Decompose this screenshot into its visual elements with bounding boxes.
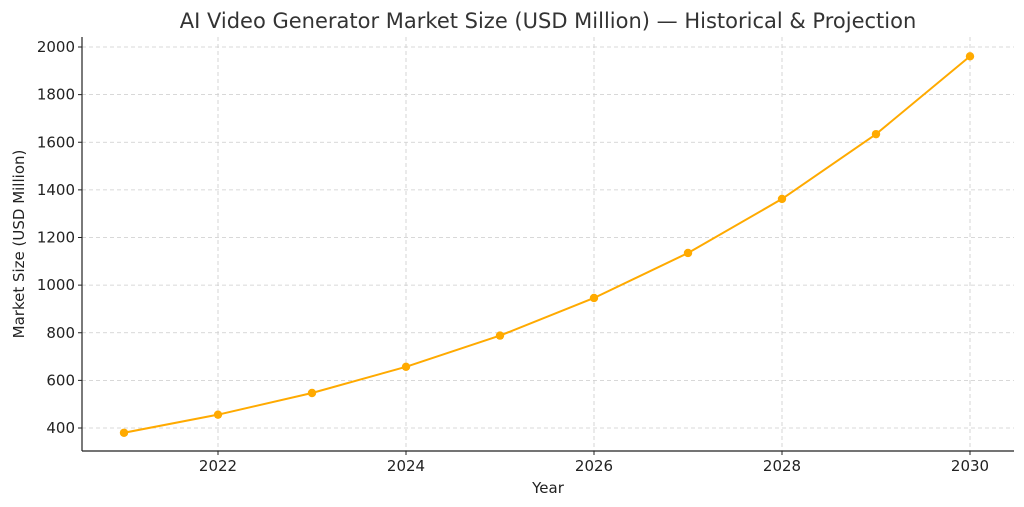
- data-point-marker: [871, 129, 881, 139]
- x-tick-label: 2022: [199, 457, 237, 475]
- data-point-marker: [495, 331, 505, 340]
- data-point-marker: [307, 388, 317, 398]
- x-tick-label: 2028: [763, 457, 801, 475]
- data-point-marker: [401, 362, 411, 372]
- series-line: [123, 55, 971, 434]
- data-point-marker: [965, 52, 975, 61]
- y-tick-label: 1000: [37, 276, 75, 294]
- data-point-marker: [213, 410, 223, 419]
- data-point-marker: [777, 194, 787, 204]
- x-axis-ticks: 2022 2024 2026 2028 2030: [199, 451, 989, 475]
- x-tick-label: 2024: [387, 457, 425, 475]
- x-tick-label: 2026: [575, 457, 613, 475]
- y-tick-label: 1800: [37, 86, 75, 104]
- data-point-marker: [589, 293, 599, 303]
- y-tick-label: 2000: [37, 38, 75, 56]
- chart-title: AI Video Generator Market Size (USD Mill…: [180, 9, 917, 33]
- data-point-marker: [683, 248, 693, 258]
- y-tick-label: 600: [46, 371, 75, 389]
- y-tick-label: 1200: [37, 229, 75, 247]
- y-tick-label: 800: [46, 324, 75, 342]
- x-tick-label: 2030: [951, 457, 989, 475]
- y-axis-ticks: 400 600 800 1000 1200 1400 1600 1800 2000: [37, 38, 82, 437]
- y-tick-label: 400: [46, 419, 75, 437]
- y-axis-label: Market Size (USD Million): [10, 150, 28, 339]
- data-point-marker: [119, 428, 129, 437]
- y-tick-label: 1600: [37, 133, 75, 151]
- x-axis-label: Year: [531, 479, 565, 497]
- plot-area: [119, 52, 975, 437]
- grid-lines: [82, 37, 1014, 451]
- y-tick-label: 1400: [37, 181, 75, 199]
